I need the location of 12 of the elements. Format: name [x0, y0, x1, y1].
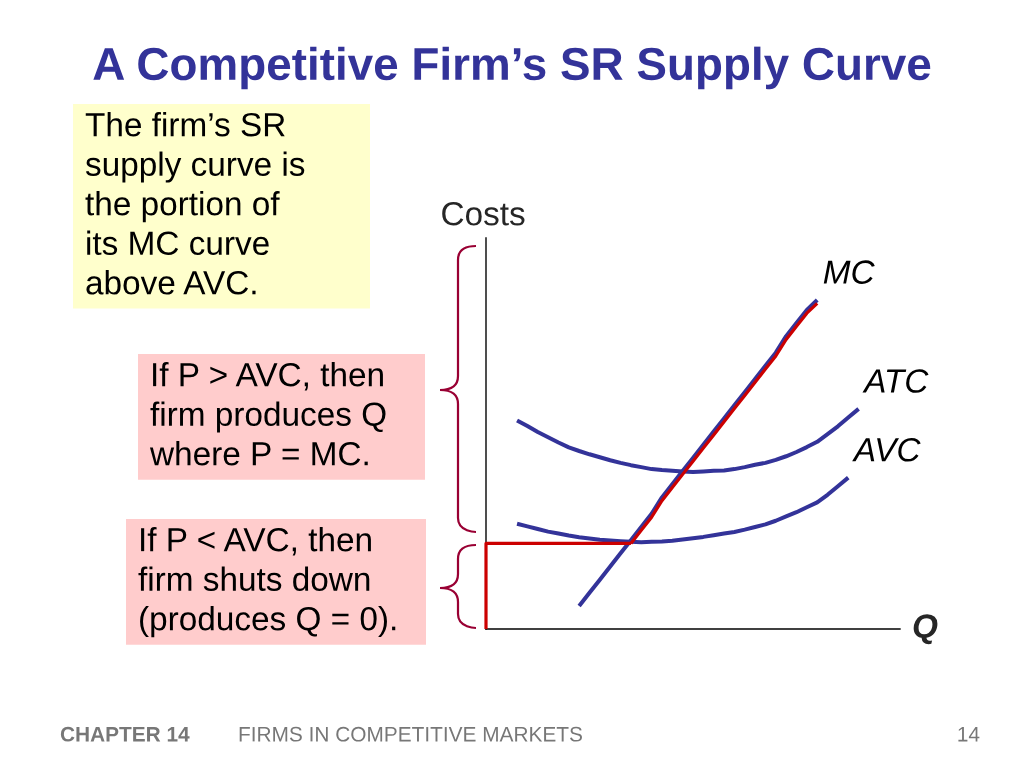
- series-label: AVC: [852, 438, 921, 462]
- chart-title: A Competitive Firm’s SR Supply Curve: [93, 46, 931, 90]
- text: 14: [958, 727, 980, 742]
- text: The firm’s SR supply curve is the portion of its MC curve above AVC.: [85, 112, 305, 295]
- series-label: ATC: [862, 369, 929, 393]
- x-axis-title: Q: [913, 614, 938, 645]
- series-label: MC: [823, 260, 875, 284]
- text: If P > AVC, then firm produces Q where P = MC.: [149, 362, 386, 466]
- text: If P < AVC, then firm shuts down (produces Q = 0).: [138, 527, 396, 638]
- text: CHAPTER 14: [60, 726, 190, 742]
- text: FIRMS IN COMPETITIVE MARKETS: [239, 726, 582, 742]
- y-axis-title: Costs: [442, 201, 525, 226]
